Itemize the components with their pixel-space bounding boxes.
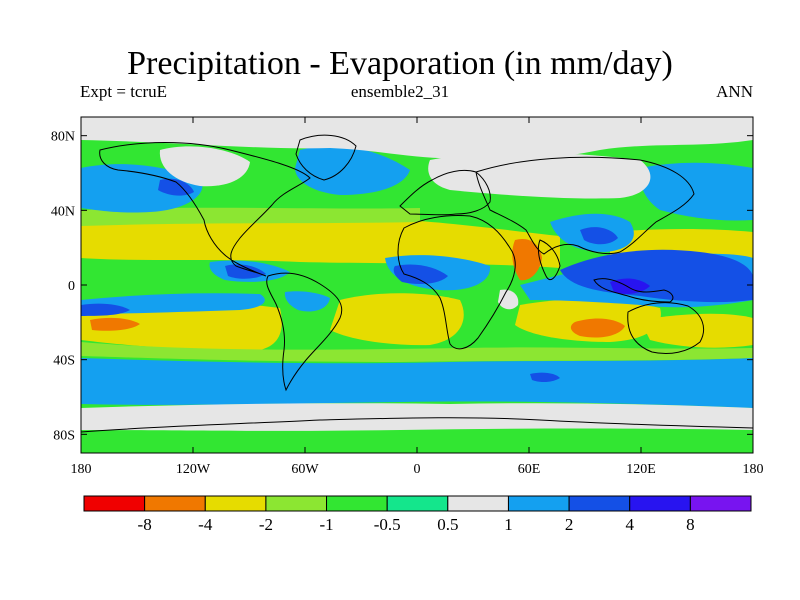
lon-tick-label: 120E [626, 462, 656, 477]
contour-fill-layer [81, 117, 753, 453]
lat-tick-label: 0 [68, 279, 75, 294]
colorbar-label: -4 [198, 515, 213, 534]
southeast-asia-max [580, 227, 618, 245]
colorbar-label: 4 [625, 515, 634, 534]
asia-coast [475, 156, 695, 255]
colorbar-swatch [83, 495, 146, 512]
maritime-continent-max [560, 249, 753, 303]
experiment-label: Expt = tcruE [80, 82, 168, 101]
colorbar-label: 1 [504, 515, 513, 534]
siberia-neutral [428, 152, 651, 199]
southeast-pacific-dry-band [640, 313, 753, 348]
lon-tick-label: 60W [291, 462, 319, 477]
south-subtropic-transition [81, 342, 753, 362]
lon-tick-label: 120W [176, 462, 211, 477]
colorbar-label: -2 [259, 515, 273, 534]
colorbar-swatch [386, 495, 449, 512]
australia-coast [627, 302, 704, 355]
north-atlantic-storm-track [295, 146, 410, 195]
colorbar-label: 2 [565, 515, 574, 534]
north-america-coast [99, 142, 311, 277]
southern-ocean-max [530, 372, 560, 383]
south-indian-orange-core [570, 318, 625, 338]
colorbar-swatch [629, 495, 691, 512]
southern-ocean-wet-belt [81, 358, 753, 408]
greenland-coast [295, 134, 357, 181]
south-america-coast [266, 272, 343, 392]
south-pacific-orange-core [90, 317, 140, 331]
colorbar-label: -0.5 [374, 515, 401, 534]
lon-tick-label: 0 [414, 462, 421, 477]
north-pacific-storm-track [81, 164, 203, 213]
north-america-neutral [159, 146, 250, 187]
europe-coast [399, 169, 491, 216]
lat-tick-label: 80N [51, 130, 75, 145]
colorbar-label: 8 [686, 515, 695, 534]
lat-tick-label: 40N [51, 204, 75, 219]
northeast-pacific-storm-track [639, 162, 753, 221]
arctic-neutral [81, 117, 753, 160]
antarctica-coast [81, 417, 753, 433]
south-pacific-max [81, 303, 130, 316]
lat-tick-label: 40S [53, 354, 75, 369]
south-pacific-dry-band [81, 302, 282, 351]
antarctic-neutral [81, 403, 753, 431]
india-coast [537, 239, 561, 281]
colorbar-label: -8 [138, 515, 152, 534]
ensemble-label: ensemble2_31 [350, 82, 450, 101]
north-atlantic-dry-band [81, 219, 560, 268]
lon-tick-label: 180 [743, 462, 764, 477]
colorbar-swatch [507, 495, 570, 512]
map-title: Precipitation - Evaporation (in mm/day) [127, 45, 673, 82]
colorbar-swatch [326, 495, 388, 512]
colorbar-swatch [204, 495, 267, 512]
itcz-atlantic-max [393, 264, 448, 284]
indonesia-coast [593, 278, 674, 303]
colorbar-label: -1 [319, 515, 333, 534]
colorbar-swatch [144, 495, 206, 512]
colorbar-swatch [447, 495, 509, 512]
colorbar-swatch [265, 495, 328, 512]
lon-tick-label: 60E [518, 462, 541, 477]
colorbar-swatch [568, 495, 631, 512]
axis-ticks: 180 120W 60W 0 60E 120E 180 80N 40N 0 40S 80S [51, 117, 764, 477]
lat-tick-label: 80S [53, 428, 75, 443]
colorbar-label: 0.5 [437, 515, 458, 534]
north-subtropic-transition [81, 207, 420, 226]
arabian-sea-orange-core [512, 238, 542, 281]
coastlines [81, 134, 753, 433]
east-africa-neutral [498, 289, 519, 310]
season-label: ANN [716, 82, 753, 101]
lon-tick-label: 180 [71, 462, 92, 477]
colorbar-swatch [689, 495, 752, 512]
africa-coast [397, 215, 516, 350]
east-pacific-max [225, 264, 266, 279]
colorbar: -8 -4 -2 -1 -0.5 0.5 1 2 4 8 [83, 495, 752, 534]
south-america-wet [284, 291, 330, 312]
south-atlantic-dry-band [330, 293, 464, 346]
